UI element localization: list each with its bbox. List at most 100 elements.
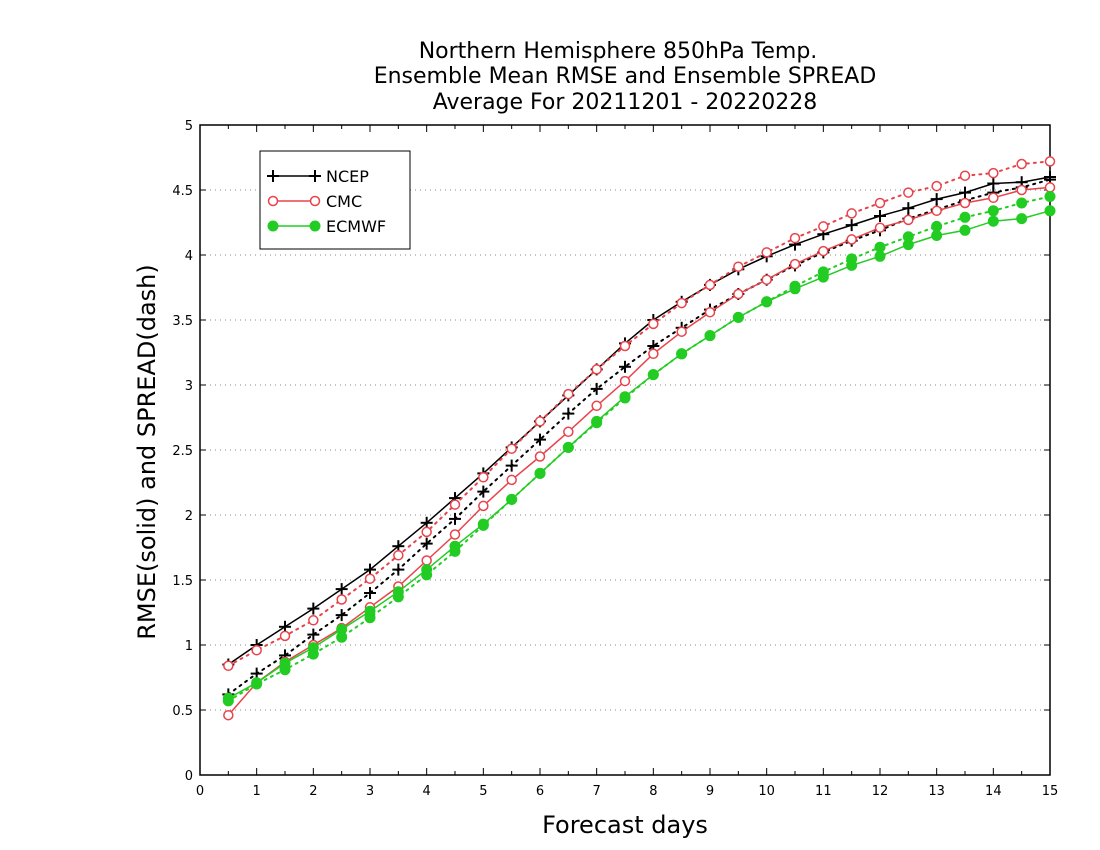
ecmwf-rmse-point: [222, 692, 234, 704]
y-tick-label-5: 5: [185, 119, 193, 134]
ncep-rmse-point: [959, 186, 971, 199]
ecmwf-rmse-point: [789, 283, 801, 295]
series-ecmwf: [222, 191, 1056, 707]
x-tick-label-12: 12: [872, 784, 889, 799]
cmc-spread-point: [364, 573, 376, 584]
cmc-rmse-point: [478, 500, 489, 512]
cmc-spread-point: [931, 180, 942, 192]
cmc-rmse-point: [506, 474, 517, 486]
cmc-spread-point: [506, 443, 517, 454]
cmc-rmse-point: [733, 288, 744, 300]
ncep-spread-point: [505, 459, 518, 472]
chart-title: Northern Hemisphere 850hPa Temp. Ensembl…: [374, 39, 877, 115]
ncep-spread-point: [590, 382, 603, 395]
ecmwf-rmse-point: [817, 271, 829, 283]
ncep-spread-point: [392, 563, 405, 576]
cmc-spread-point: [761, 247, 772, 258]
ncep-spread-point: [619, 360, 631, 373]
x-axis-label: Forecast days: [542, 811, 708, 839]
x-tick-label-6: 6: [536, 784, 544, 799]
cmc-spread-point: [279, 630, 291, 642]
series-layer: [222, 156, 1056, 721]
ecmwf-spread-point: [931, 220, 943, 232]
cmc-spread-point: [308, 615, 319, 626]
cmc-rmse-point: [563, 426, 574, 438]
ecmwf-rmse-point: [874, 250, 886, 262]
y-tick-label-0.5: 0.5: [172, 704, 193, 719]
ncep-rmse-point: [930, 193, 943, 206]
ncep-rmse-point: [845, 219, 858, 232]
cmc-spread-point: [619, 340, 631, 352]
ncep-rmse-point: [874, 210, 886, 222]
title-line-1: Northern Hemisphere 850hPa Temp.: [419, 39, 818, 64]
ecmwf-rmse-point: [364, 605, 376, 617]
ncep-spread-point: [562, 407, 575, 420]
cmc-spread-point: [591, 364, 602, 375]
x-tick-label-8: 8: [649, 784, 657, 799]
x-tick-label-3: 3: [366, 784, 374, 799]
cmc-rmse-point: [1016, 184, 1027, 196]
ecmwf-spread-point: [1016, 197, 1028, 209]
ecmwf-rmse-point: [421, 564, 433, 576]
ecmwf-rmse-point: [846, 259, 858, 271]
ecmwf-rmse-point: [931, 230, 943, 241]
legend-marker-ecmwf: [309, 220, 321, 232]
ncep-spread-point: [364, 587, 376, 599]
ecmwf-rmse-point: [279, 657, 291, 669]
ecmwf-rmse-point: [987, 215, 999, 227]
cmc-spread-point: [988, 167, 999, 179]
ecmwf-rmse-point: [477, 518, 489, 530]
cmc-spread-point: [789, 232, 801, 244]
ecmwf-rmse-point: [1044, 205, 1056, 217]
y-tick-label-1.5: 1.5: [172, 574, 193, 589]
cmc-rmse-point: [1044, 182, 1056, 193]
ncep-rmse-line: [227, 176, 1051, 666]
ecmwf-rmse-point: [761, 296, 773, 308]
ecmwf-rmse-point: [591, 415, 603, 427]
cmc-rmse-point: [903, 214, 914, 226]
ecmwf-rmse-point: [336, 623, 348, 635]
x-tick-label-5: 5: [479, 784, 487, 799]
ncep-rmse-point: [987, 177, 1000, 190]
cmc-spread-point: [959, 170, 971, 181]
y-tick-label-4.5: 4.5: [172, 184, 193, 199]
legend-marker-cmc: [267, 195, 279, 207]
cmc-rmse-point: [874, 222, 886, 233]
cmc-rmse-point: [959, 197, 971, 209]
legend-marker-ncep: [267, 170, 279, 182]
cmc-spread-point: [223, 660, 234, 672]
ecmwf-spread-point: [959, 211, 971, 223]
cmc-rmse-point: [931, 205, 942, 217]
cmc-rmse-point: [846, 234, 857, 245]
cmc-rmse-point: [789, 258, 801, 270]
cmc-spread-point: [874, 197, 886, 209]
title-line-3: Average For 20211201 - 20220228: [433, 90, 818, 115]
cmc-spread-point: [1044, 156, 1056, 167]
cmc-rmse-point: [534, 451, 546, 462]
x-tick-label-0: 0: [196, 784, 204, 799]
x-tick-label-4: 4: [423, 784, 431, 799]
y-tick-label-3: 3: [185, 379, 193, 394]
legend-label-ecmwf: ECMWF: [326, 217, 386, 236]
cmc-spread-point: [704, 279, 716, 291]
x-tick-label-13: 13: [928, 784, 945, 799]
ecmwf-spread-point: [1044, 191, 1056, 202]
ncep-rmse-point: [335, 583, 348, 596]
cmc-spread-point: [478, 472, 489, 483]
legend-marker-cmc: [309, 195, 321, 207]
cmc-rmse-point: [591, 400, 602, 412]
y-tick-label-4: 4: [185, 249, 193, 264]
legend-marker-ecmwf: [267, 220, 279, 232]
cmc-spread-point: [449, 499, 461, 510]
y-tick-label-2.5: 2.5: [172, 444, 193, 459]
cmc-spread-point: [818, 221, 829, 232]
cmc-spread-point: [846, 208, 857, 219]
cmc-rmse-point: [818, 245, 829, 257]
ncep-spread-point: [477, 485, 490, 498]
y-tick-label-1: 1: [185, 639, 193, 654]
ecmwf-rmse-point: [392, 586, 404, 598]
legend-label-cmc: CMC: [326, 192, 362, 211]
y-axis-label: RMSE(solid) and SPREAD(dash): [133, 264, 161, 640]
cmc-spread-point: [421, 526, 432, 538]
